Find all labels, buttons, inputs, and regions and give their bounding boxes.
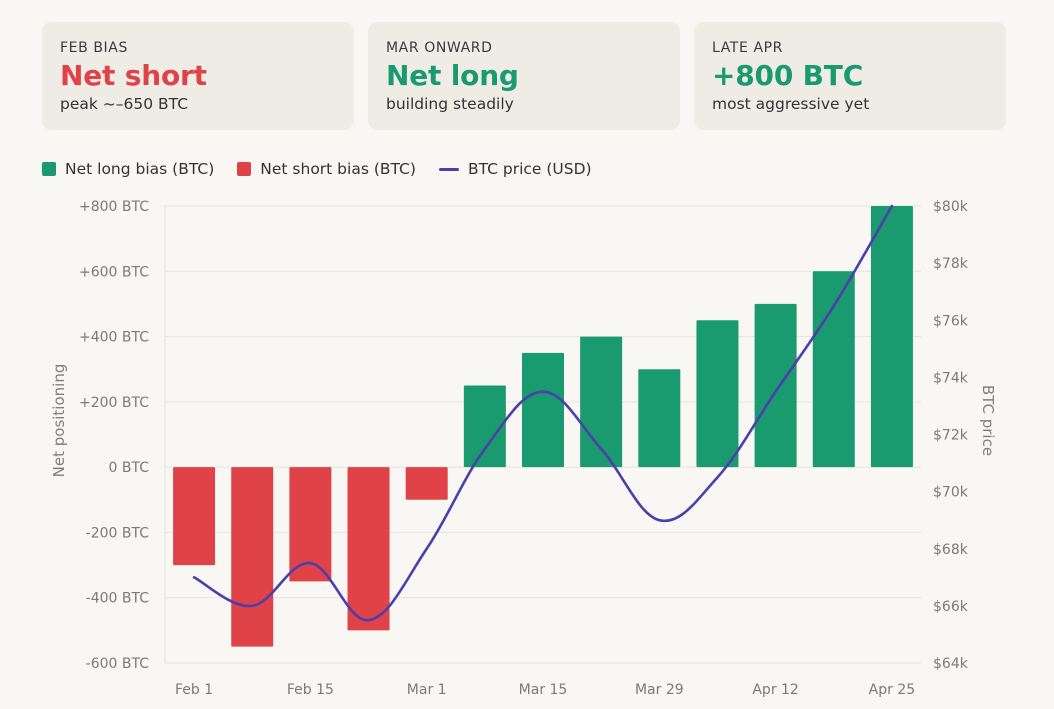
- y-tick-label: +600 BTC: [79, 264, 149, 280]
- summary-card-feb-bias: FEB BIAS Net short peak ~–650 BTC: [42, 22, 354, 130]
- bar-long: [696, 320, 739, 468]
- bar-short: [405, 467, 448, 500]
- card-value: Net short: [60, 59, 207, 92]
- card-value: Net long: [386, 59, 519, 92]
- y-tick-label: -600 BTC: [86, 656, 150, 672]
- legend-label-short: Net short bias (BTC): [260, 160, 416, 178]
- y2-axis-title: BTC price: [979, 385, 997, 456]
- y-tick-label: 0 BTC: [109, 460, 150, 476]
- y2-tick-label: $66k: [933, 599, 969, 615]
- x-tick-label: Mar 15: [519, 682, 568, 698]
- card-label: FEB BIAS: [60, 40, 128, 56]
- card-value: +800 BTC: [712, 59, 864, 92]
- bar-long: [638, 369, 681, 468]
- card-subtitle: peak ~–650 BTC: [60, 95, 189, 113]
- y2-tick-label: $76k: [933, 313, 969, 329]
- y2-tick-label: $70k: [933, 485, 969, 501]
- y2-tick-label: $78k: [933, 256, 969, 272]
- card-label: MAR ONWARD: [386, 40, 493, 56]
- y-axis-title: Net positioning: [50, 364, 68, 478]
- x-tick-label: Feb 1: [175, 682, 213, 698]
- summary-cards: FEB BIAS Net short peak ~–650 BTC MAR ON…: [42, 22, 1006, 130]
- legend-item-long[interactable]: Net long bias (BTC): [42, 160, 214, 178]
- card-subtitle: building steadily: [386, 95, 514, 113]
- y2-tick-label: $68k: [933, 542, 969, 558]
- legend-item-short[interactable]: Net short bias (BTC): [237, 160, 416, 178]
- legend-item-price[interactable]: BTC price (USD): [438, 160, 592, 178]
- x-tick-label: Mar 1: [407, 682, 447, 698]
- x-tick-label: Mar 29: [635, 682, 684, 698]
- x-tick-label: Apr 25: [869, 682, 915, 698]
- bar-long: [812, 271, 855, 468]
- x-tick-label: Feb 15: [287, 682, 334, 698]
- summary-card-late-apr: LATE APR +800 BTC most aggressive yet: [694, 22, 1006, 130]
- positioning-chart: +800 BTC +600 BTC +400 BTC +200 BTC 0 BTC -20…: [50, 199, 997, 698]
- y-tick-label: -400 BTC: [86, 591, 150, 607]
- y2-tick-label: $72k: [933, 428, 969, 444]
- bar-short: [289, 467, 332, 582]
- bar-short: [347, 467, 390, 631]
- y2-tick-label: $80k: [933, 199, 969, 215]
- bar-long: [870, 206, 913, 468]
- legend-swatch-short: [237, 162, 252, 176]
- legend-swatch-long: [42, 162, 56, 176]
- y2-tick-label: $74k: [933, 370, 969, 386]
- bar-short: [173, 467, 216, 566]
- bar-long: [754, 303, 797, 468]
- card-subtitle: most aggressive yet: [712, 95, 870, 113]
- y-tick-label: +800 BTC: [79, 199, 149, 215]
- summary-card-mar-onward: MAR ONWARD Net long building steadily: [368, 22, 680, 130]
- card-label: LATE APR: [712, 40, 784, 56]
- x-tick-label: Apr 12: [752, 682, 798, 698]
- legend-swatch-price: [438, 167, 459, 171]
- bar-long: [463, 385, 506, 468]
- legend-label-long: Net long bias (BTC): [65, 160, 215, 178]
- y-tick-label: -200 BTC: [86, 525, 150, 541]
- legend-label-price: BTC price (USD): [467, 160, 592, 178]
- chart-legend: Net long bias (BTC) Net short bias (BTC)…: [42, 156, 615, 182]
- bar-long: [522, 352, 564, 468]
- price-line: [192, 204, 894, 622]
- y-tick-label: +400 BTC: [79, 330, 149, 346]
- y-tick-label: +200 BTC: [79, 395, 149, 411]
- y2-tick-label: $64k: [933, 656, 969, 672]
- bar-short: [231, 467, 274, 647]
